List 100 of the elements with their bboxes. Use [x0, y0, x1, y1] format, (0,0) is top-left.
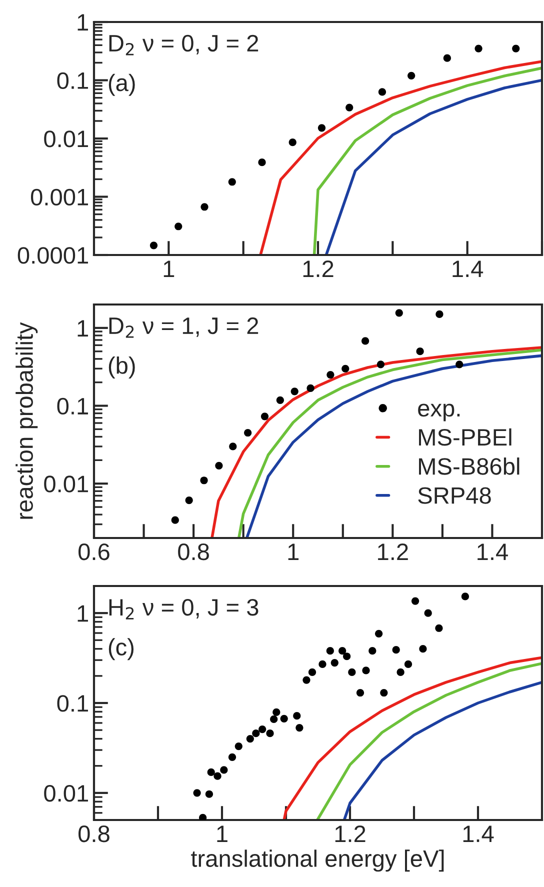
point [330, 658, 338, 667]
x-tick-label: 1.2 [378, 543, 408, 560]
line-series [342, 680, 542, 820]
annotation: D$_{2}$ ν = 1, J = 2 [109, 317, 258, 338]
point [198, 814, 207, 820]
line-series [259, 60, 542, 255]
x-tick-label: 1.4 [463, 826, 494, 842]
point [318, 660, 326, 668]
point [512, 44, 520, 52]
point [207, 768, 215, 776]
point [244, 428, 252, 437]
point [205, 790, 214, 798]
x-tick-label: 0.8 [178, 543, 209, 560]
point [342, 652, 351, 660]
point [290, 388, 298, 396]
point [228, 753, 236, 761]
point [361, 337, 370, 345]
point [293, 712, 301, 720]
point [346, 104, 354, 112]
legend-label: MS-B86bl [419, 457, 520, 475]
point [260, 412, 269, 420]
point [392, 646, 400, 654]
y-tick-label: 1 [78, 605, 88, 622]
x-tick-label: 1.4 [452, 260, 484, 277]
point [396, 668, 404, 676]
point [296, 724, 304, 732]
x-tick-label: 1.4 [478, 544, 508, 560]
point [252, 730, 260, 738]
point [326, 647, 334, 655]
point [258, 158, 266, 166]
annotation: (a) [108, 74, 135, 96]
point [246, 734, 254, 743]
point [342, 364, 350, 372]
point [171, 516, 179, 524]
point [214, 772, 222, 780]
point [378, 88, 386, 96]
point [272, 708, 280, 716]
y-tick-label: 0.1 [57, 398, 88, 415]
y-tick-label: 1 [78, 320, 88, 336]
annotation: (c) [108, 638, 134, 660]
point [408, 72, 416, 80]
point [443, 54, 451, 62]
point [461, 592, 470, 600]
point [150, 242, 158, 250]
point [228, 178, 236, 186]
x-tick-label: 1.2 [335, 825, 366, 842]
x-tick-label: 1 [217, 826, 228, 842]
legend-label: exp. [418, 404, 460, 422]
point [395, 309, 403, 317]
point [326, 370, 334, 379]
point [193, 789, 201, 797]
x-tick-label: 1.2 [303, 260, 334, 277]
x-tick-label: 1 [288, 544, 299, 560]
point [411, 597, 420, 605]
y-tick-label: 0.0001 [18, 247, 88, 264]
point [374, 630, 383, 638]
point [348, 668, 356, 676]
point [368, 647, 376, 655]
point [288, 138, 296, 146]
point [229, 442, 237, 450]
point [419, 645, 427, 653]
point [456, 360, 464, 368]
point [435, 624, 443, 632]
point [416, 348, 424, 356]
y-tick-label: 1 [78, 14, 88, 31]
point [200, 476, 208, 484]
point [220, 766, 228, 774]
point [270, 715, 278, 724]
point [258, 725, 266, 734]
y-tick-label: 0.1 [57, 72, 88, 90]
y-tick-label: 0.001 [30, 188, 88, 206]
y-axis-title: reaction probability [16, 322, 38, 519]
x-tick-label: 0.8 [78, 825, 110, 842]
point [318, 124, 326, 132]
point [234, 742, 242, 750]
point [404, 660, 412, 668]
point [436, 310, 444, 318]
point [380, 688, 388, 697]
legend-label: SRP48 [418, 487, 491, 504]
point [185, 496, 193, 504]
line-series [282, 656, 542, 820]
annotation: D$_{2}$ ν = 0, J = 2 [109, 34, 258, 56]
point [308, 668, 316, 676]
annotation: H$_{2}$ ν = 0, J = 3 [109, 598, 258, 620]
point [174, 222, 182, 230]
line-series [316, 662, 542, 820]
x-tick-label: 0.6 [78, 543, 110, 560]
y-tick-label: 0.01 [44, 476, 88, 492]
point [338, 647, 346, 655]
point [200, 203, 208, 211]
y-tick-label: 0.01 [44, 130, 88, 148]
point [362, 666, 370, 674]
y-tick-label: 0.01 [44, 784, 88, 802]
point [424, 609, 432, 617]
point [306, 384, 314, 392]
point [266, 730, 274, 738]
point [276, 396, 284, 404]
point [474, 44, 482, 52]
point [280, 714, 288, 722]
legend-label: MS-PBEl [419, 428, 512, 446]
